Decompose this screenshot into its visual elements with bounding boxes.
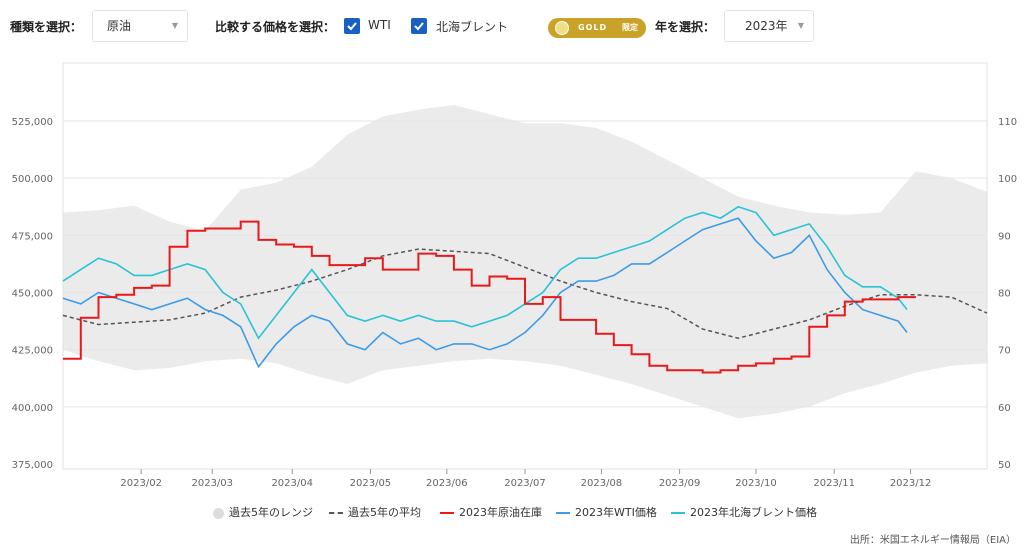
legend-item-brent[interactable]: 2023年北海ブレント価格	[671, 505, 817, 521]
wti-checkbox-label[interactable]: WTI	[368, 18, 391, 32]
legend-item-range[interactable]: 過去5年のレンジ	[213, 505, 313, 521]
y-right-tick-label: 80	[998, 289, 1011, 300]
y-left-tick-label: 450,000	[12, 289, 53, 300]
compare-label: 比較する価格を選択：	[215, 20, 336, 34]
crude-inventory-line	[63, 220, 916, 374]
chevron-down-icon: ▼	[171, 21, 178, 30]
y-right-tick-label: 100	[998, 174, 1017, 185]
grid-layer	[62, 62, 988, 470]
legend-line-icon	[329, 512, 343, 514]
brent-checkbox[interactable]	[411, 18, 427, 34]
brent-price-line	[62, 205, 908, 340]
legend-line-icon	[671, 512, 685, 514]
x-tick-label: 2023/07	[504, 478, 546, 489]
legend-line-icon	[556, 512, 570, 514]
x-tick-label: 2023/08	[581, 478, 623, 489]
type-label: 種類を選択：	[10, 20, 83, 34]
legend-item-wti[interactable]: 2023年WTI価格	[556, 505, 657, 521]
y-right-tick-label: 50	[998, 460, 1011, 471]
brent-checkbox-label[interactable]: 北海ブレント	[436, 20, 509, 34]
five-year-average-line	[62, 248, 988, 339]
legend-dot-icon	[213, 507, 224, 519]
y-right-tick-label: 110	[998, 117, 1017, 128]
x-tick-label: 2023/02	[120, 478, 162, 489]
x-tick-label: 2023/05	[350, 478, 392, 489]
range-band-layer	[63, 105, 987, 419]
check-icon	[347, 22, 357, 31]
wti-price-line	[62, 217, 908, 369]
y-left-tick-label: 500,000	[12, 174, 53, 185]
series-layer	[62, 205, 988, 374]
chevron-down-icon: ▼	[797, 21, 804, 30]
x-tick-label: 2023/04	[271, 478, 313, 489]
control-bar: 種類を選択： 原油 ▼ 比較する価格を選択： WTI 北海ブレント GOLD 限…	[0, 8, 1024, 48]
y-right-tick-label: 90	[998, 231, 1011, 242]
y-right-tick-label: 70	[998, 346, 1011, 357]
y-left-tick-label: 525,000	[12, 117, 53, 128]
x-tick-label: 2023/11	[813, 478, 855, 489]
source-note: 出所：米国エネルギー情報局（EIA）	[849, 535, 1016, 546]
year-label: 年を選択：	[655, 20, 716, 34]
wti-checkbox[interactable]	[344, 18, 360, 34]
gold-badge-sub: 限定	[622, 23, 638, 32]
y-right-tick-label: 60	[998, 403, 1011, 414]
y-left-tick-label: 475,000	[12, 231, 53, 242]
five-year-range-band	[63, 105, 987, 419]
y-left-tick-label: 425,000	[12, 346, 53, 357]
legend-line-icon	[440, 512, 454, 514]
legend-label: 2023年WTI価格	[575, 506, 657, 519]
x-tick-label: 2023/06	[426, 478, 468, 489]
type-select[interactable]: 原油 ▼	[92, 10, 188, 42]
legend-item-avg[interactable]: 過去5年の平均	[329, 505, 421, 521]
x-tick-label: 2023/09	[659, 478, 701, 489]
y-left-tick-label: 400,000	[12, 403, 53, 414]
legend-label: 2023年原油在庫	[459, 506, 542, 519]
y-left-tick-label: 375,000	[12, 460, 53, 471]
legend-label: 過去5年のレンジ	[229, 506, 313, 519]
check-icon	[414, 22, 424, 31]
oil-inventory-chart: 375,000 400,000 425,000 450,000 475,000 500,0…	[12, 62, 1017, 489]
year-select-value: 2023年	[745, 19, 788, 33]
legend-label: 2023年北海ブレント価格	[690, 506, 817, 519]
x-tick-label: 2023/12	[890, 478, 932, 489]
type-select-value: 原油	[107, 19, 132, 33]
gold-coin-icon	[555, 21, 569, 35]
gold-badge-text: GOLD	[578, 23, 608, 32]
gold-badge: GOLD 限定	[548, 18, 646, 38]
x-tick-label: 2023/03	[191, 478, 233, 489]
year-select[interactable]: 2023年 ▼	[724, 10, 814, 42]
x-tick-label: 2023/10	[735, 478, 777, 489]
legend-label: 過去5年の平均	[348, 506, 421, 519]
legend-item-inventory[interactable]: 2023年原油在庫	[440, 505, 542, 521]
chart-legend: 過去5年のレンジ 過去5年の平均 2023年原油在庫 2023年WTI価格 2023年北…	[0, 505, 1024, 521]
axes-layer: 375,000 400,000 425,000 450,000 475,000 500,0…	[12, 117, 1017, 489]
